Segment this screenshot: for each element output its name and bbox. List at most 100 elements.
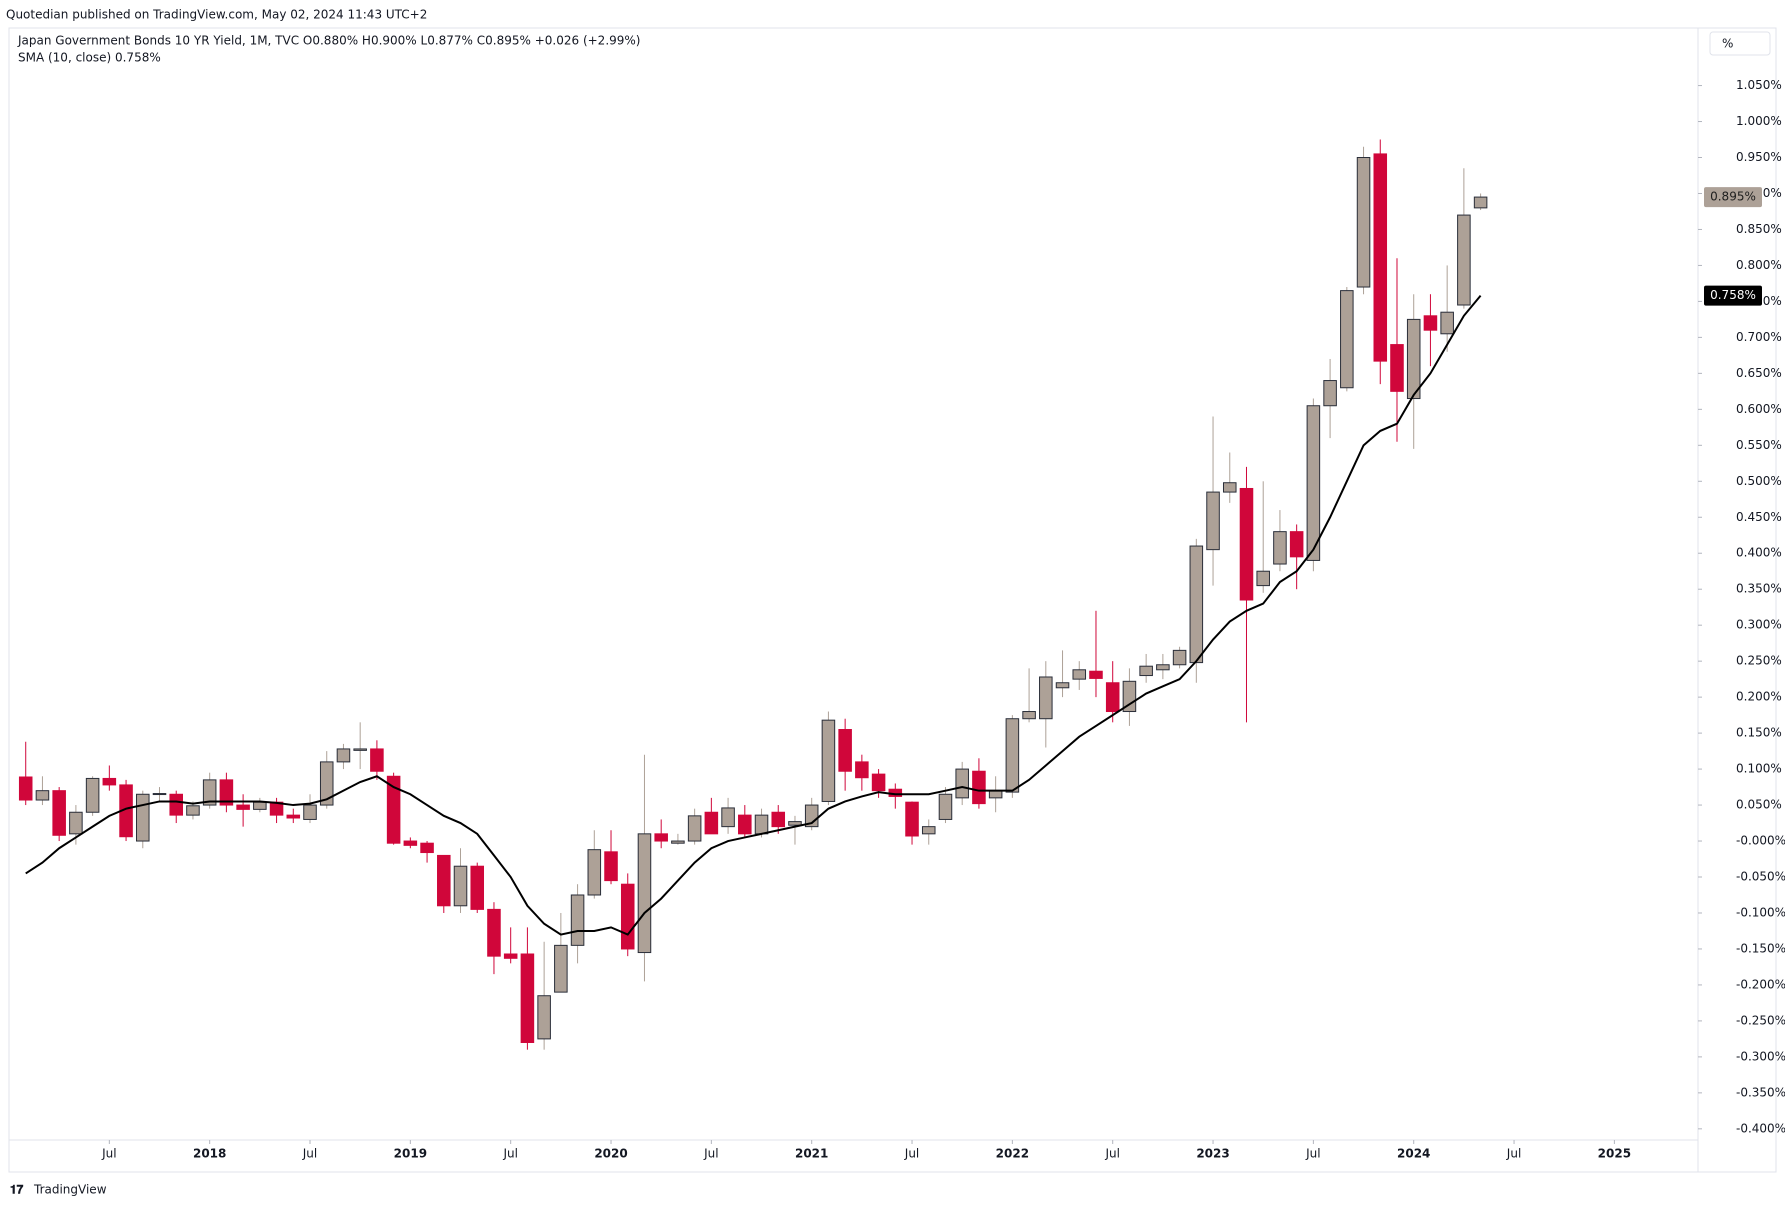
candle-body xyxy=(587,849,602,896)
x-tick-label: 2020 xyxy=(594,1147,627,1161)
candle-body xyxy=(403,840,418,846)
candle-body xyxy=(437,854,451,907)
price-label: 0.758% xyxy=(1710,288,1756,302)
x-tick-label: Jul xyxy=(1305,1147,1320,1161)
x-tick-label: 2019 xyxy=(394,1147,427,1161)
x-tick-label: 2022 xyxy=(996,1147,1029,1161)
x-tick-label: 2025 xyxy=(1598,1147,1631,1161)
y-tick-label: -0.000% xyxy=(1736,834,1785,848)
candle-body xyxy=(420,842,434,854)
price-label: 0.895% xyxy=(1710,190,1756,204)
candle-body xyxy=(1457,214,1471,306)
candle-body xyxy=(687,815,702,842)
candle-body xyxy=(821,719,836,802)
published-note: Quotedian published on TradingView.com, … xyxy=(6,8,427,22)
candle-body xyxy=(1289,531,1304,558)
y-tick-label: 0.450% xyxy=(1736,510,1782,524)
candle-body xyxy=(1306,405,1321,561)
candle-body xyxy=(637,833,652,954)
candle-body xyxy=(453,865,468,907)
candle-body xyxy=(738,814,752,835)
x-tick-label: Jul xyxy=(1506,1147,1521,1161)
sma-line xyxy=(25,295,1482,936)
y-tick-label: -0.050% xyxy=(1736,870,1785,884)
candle-body xyxy=(520,953,535,1043)
candle-body xyxy=(570,894,585,946)
candle-body xyxy=(554,944,568,993)
candle-body xyxy=(1055,682,1070,689)
candle-body xyxy=(69,811,83,835)
y-tick-label: -0.300% xyxy=(1736,1049,1785,1063)
candle-body xyxy=(955,768,969,799)
x-tick-label: 2023 xyxy=(1196,1147,1229,1161)
x-tick-label: 2024 xyxy=(1397,1147,1430,1161)
y-tick-label: 1.050% xyxy=(1736,78,1782,92)
candle-body xyxy=(871,773,886,792)
candle-body xyxy=(386,775,401,844)
candle-body xyxy=(303,804,317,820)
candle-body xyxy=(18,776,33,801)
candle-body xyxy=(353,748,367,751)
y-tick-label: 0.250% xyxy=(1736,654,1782,668)
x-tick-label: 2021 xyxy=(795,1147,828,1161)
y-tick-label: 0.100% xyxy=(1736,762,1782,776)
candle-body xyxy=(202,779,217,806)
candle-body xyxy=(1373,153,1388,362)
scale-button[interactable] xyxy=(1709,31,1771,56)
candle-body xyxy=(1206,491,1220,551)
candle-body xyxy=(972,770,986,805)
y-tick-label: -0.400% xyxy=(1736,1121,1785,1135)
candle-body xyxy=(1039,676,1053,720)
candle-body xyxy=(1172,649,1187,666)
candle-body xyxy=(503,953,518,959)
candle-body xyxy=(319,761,334,806)
y-tick-label: 0.300% xyxy=(1736,618,1782,632)
y-tick-label: 0.500% xyxy=(1736,474,1782,488)
candle-body xyxy=(236,804,250,810)
y-tick-label: 0.700% xyxy=(1736,330,1782,344)
candle-body xyxy=(537,995,551,1040)
candle-body xyxy=(1156,664,1170,671)
scale-button-label[interactable]: % xyxy=(1722,37,1733,51)
y-tick-label: 0.850% xyxy=(1736,222,1782,236)
candle-body xyxy=(186,805,200,816)
candle-body xyxy=(336,748,351,763)
y-tick-label: -0.350% xyxy=(1736,1085,1785,1099)
candle-body xyxy=(286,814,301,819)
y-tick-label: -0.100% xyxy=(1736,905,1785,919)
candle-body xyxy=(1273,531,1287,565)
candle-body xyxy=(921,826,936,835)
candle-body xyxy=(52,790,66,836)
candle-body xyxy=(1390,344,1404,392)
candle-body xyxy=(1473,196,1488,209)
candle-body xyxy=(855,761,869,779)
candle-body xyxy=(487,908,501,957)
candle-body xyxy=(1239,487,1254,601)
candle-body xyxy=(219,779,234,806)
x-tick-label: Jul xyxy=(502,1147,517,1161)
candle-body xyxy=(152,793,167,796)
y-tick-label: 0.650% xyxy=(1736,366,1782,380)
x-tick-label: Jul xyxy=(302,1147,317,1161)
candle-body xyxy=(788,821,802,826)
x-tick-label: Jul xyxy=(703,1147,718,1161)
candle-body xyxy=(671,840,685,844)
candle-body xyxy=(370,748,384,772)
x-tick-label: Jul xyxy=(904,1147,919,1161)
y-tick-label: 0.200% xyxy=(1736,690,1782,704)
candle-body xyxy=(1189,545,1204,664)
candle-body xyxy=(1440,311,1454,335)
candle-body xyxy=(1022,711,1036,720)
candle-body xyxy=(1356,157,1371,288)
candle-body xyxy=(1406,318,1421,400)
footer-brand: TradingView xyxy=(33,1183,107,1197)
x-tick-label: Jul xyxy=(1104,1147,1119,1161)
candle-body xyxy=(620,883,635,950)
y-tick-label: 0.350% xyxy=(1736,582,1782,596)
candle-body xyxy=(1256,570,1270,587)
pane-border xyxy=(8,27,1777,1173)
candle-body xyxy=(1005,718,1020,793)
y-tick-label: -0.250% xyxy=(1736,1013,1785,1027)
candle-body xyxy=(754,814,769,835)
